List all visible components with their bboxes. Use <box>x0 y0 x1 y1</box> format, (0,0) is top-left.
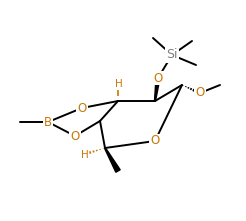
Polygon shape <box>154 78 160 101</box>
Text: O: O <box>153 72 163 84</box>
Text: B: B <box>44 116 52 128</box>
Text: O: O <box>150 135 160 147</box>
Text: Si: Si <box>166 48 178 61</box>
Text: H: H <box>81 150 89 160</box>
Text: O: O <box>70 130 80 143</box>
Polygon shape <box>105 148 120 172</box>
Text: O: O <box>77 101 87 114</box>
Text: H: H <box>115 79 123 89</box>
Text: O: O <box>195 86 205 99</box>
